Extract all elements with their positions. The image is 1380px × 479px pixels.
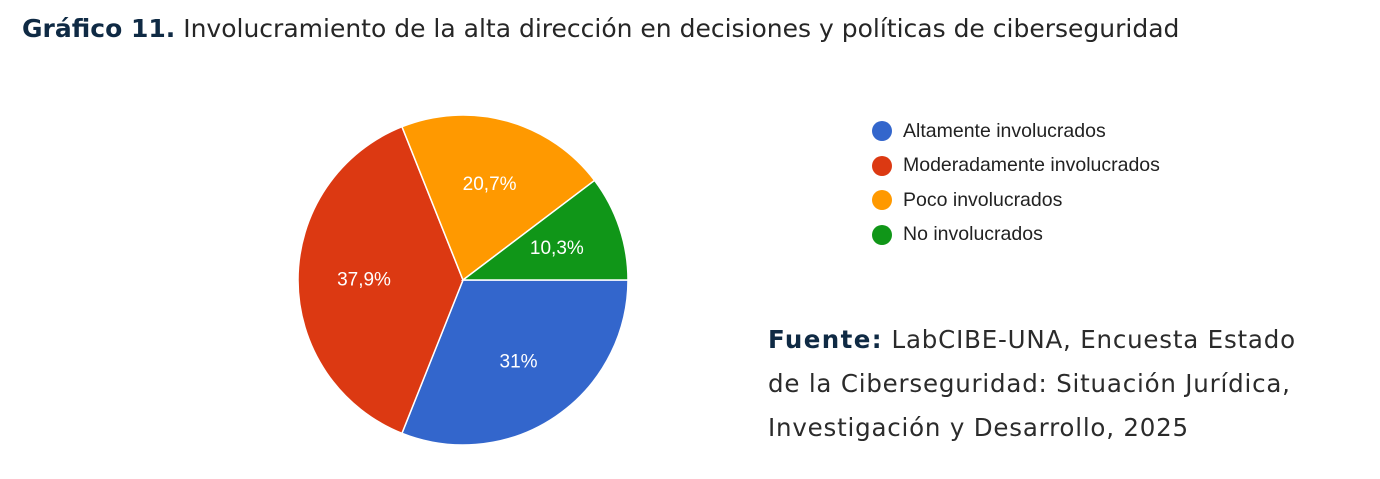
chart-legend: Altamente involucrados Moderadamente invo… (872, 114, 1160, 252)
source-line-3: Investigación y Desarrollo, 2025 (768, 413, 1189, 442)
legend-swatch-1 (872, 155, 892, 176)
chart-title: Gráfico 11. Involucramiento de la alta d… (22, 14, 1179, 43)
source-text-1: LabCIBE-UNA, Encuesta Estado (891, 325, 1296, 354)
source-line-2: de la Ciberseguridad: Situación Jurídica… (768, 369, 1291, 398)
pie-value-label-2: 20,7% (463, 174, 517, 195)
pie-value-label-3: 10,3% (530, 238, 584, 259)
pie-slice-2 (400, 114, 596, 282)
legend-label-1: Moderadamente involucrados (903, 154, 1160, 177)
pie-slices (297, 114, 629, 446)
pie-value-label-0: 31% (500, 351, 538, 372)
pie-slice-3 (460, 179, 629, 281)
source-note: Fuente: LabCIBE-UNA, Encuesta Estado de … (768, 318, 1296, 450)
legend-item-1: Moderadamente involucrados (872, 149, 1160, 184)
source-line-1: Fuente: LabCIBE-UNA, Encuesta Estado (768, 318, 1296, 362)
legend-swatch-2 (872, 190, 892, 211)
pie-value-labels: 31% 37,9% 20,7% 10,3% (337, 174, 584, 372)
legend-label-3: No involucrados (903, 223, 1043, 246)
pie-slice-0 (400, 279, 629, 446)
legend-label-0: Altamente involucrados (903, 119, 1106, 142)
legend-swatch-0 (872, 121, 892, 142)
legend-item-3: No involucrados (872, 218, 1160, 253)
source-label: Fuente: (768, 325, 883, 354)
legend-item-0: Altamente involucrados (872, 114, 1160, 149)
pie-slice-1 (297, 125, 464, 435)
legend-item-2: Poco involucrados (872, 183, 1160, 218)
pie-value-label-1: 37,9% (337, 270, 391, 291)
legend-swatch-3 (872, 224, 892, 245)
chart-title-text: Involucramiento de la alta dirección en … (183, 14, 1180, 43)
chart-number: Gráfico 11. (22, 14, 176, 43)
legend-label-2: Poco involucrados (903, 188, 1063, 211)
